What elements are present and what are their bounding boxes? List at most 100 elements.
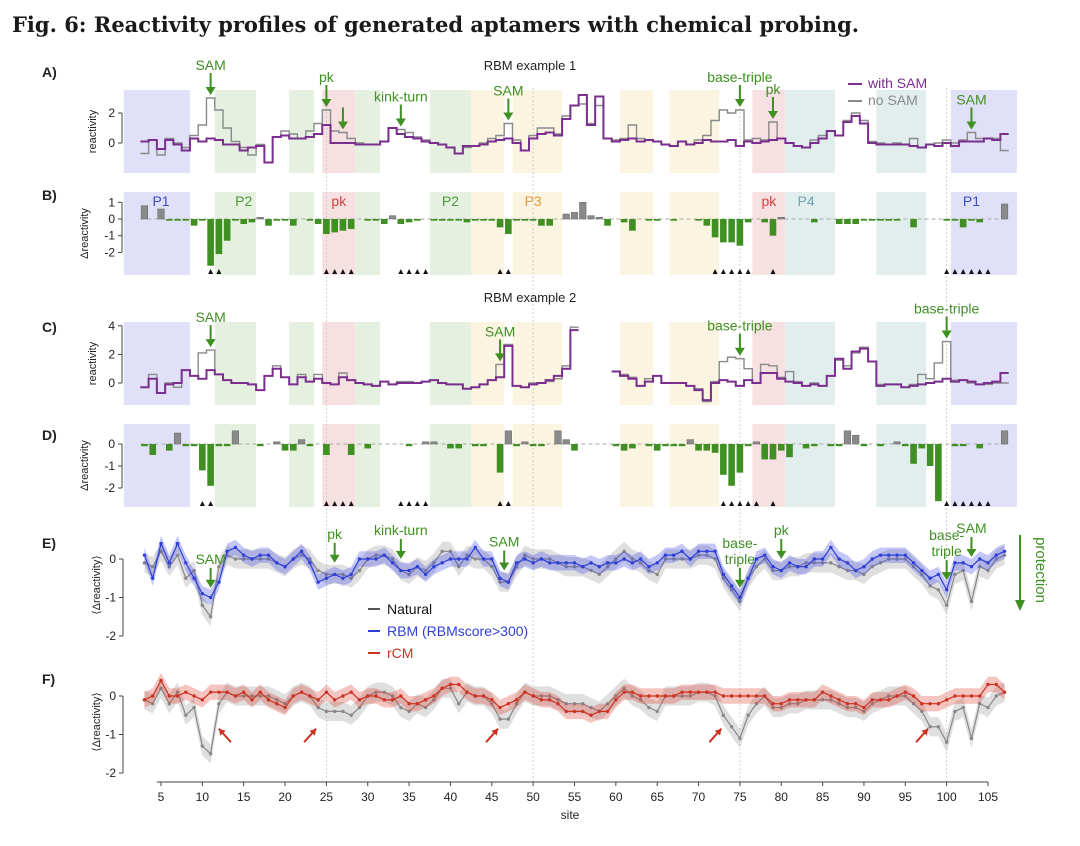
- panel-label: B): [42, 187, 57, 203]
- region-p3: [512, 424, 563, 507]
- data-point: [638, 694, 643, 698]
- data-point: [151, 702, 155, 706]
- data-point: [349, 690, 353, 694]
- data-point: [820, 561, 825, 565]
- data-point: [457, 682, 461, 687]
- data-point: [514, 702, 519, 706]
- region-p2: [429, 192, 472, 275]
- data-point: [845, 568, 850, 573]
- data-point: [481, 694, 486, 698]
- y-axis-label: Δreactivity: [79, 440, 91, 491]
- data-point: [316, 705, 320, 710]
- bar-protected: [240, 219, 248, 225]
- data-point: [845, 705, 850, 710]
- bar-protected: [811, 219, 818, 223]
- bar-protected: [926, 444, 934, 466]
- data-point: [498, 717, 502, 721]
- y-tick-label: 0: [109, 689, 116, 703]
- bar-protected: [695, 219, 702, 221]
- region-label: P1: [963, 193, 980, 209]
- region-label: pk: [331, 193, 347, 209]
- data-point: [920, 702, 924, 706]
- data-point: [523, 690, 527, 694]
- region-p2: [289, 424, 314, 507]
- bar-protected: [199, 444, 206, 471]
- triangle-marker-icon: [208, 269, 214, 274]
- bar-protected: [199, 219, 206, 221]
- data-point: [283, 705, 287, 710]
- data-point: [299, 553, 304, 557]
- arrow-head-icon: [205, 87, 216, 95]
- data-point: [266, 698, 271, 702]
- arrow-down-icon: [1015, 600, 1025, 611]
- data-point: [349, 713, 353, 717]
- data-point: [531, 561, 535, 565]
- triangle-marker-icon: [944, 269, 950, 274]
- data-point: [547, 694, 552, 698]
- arrow-head-icon: [337, 121, 348, 130]
- annotation-label: kink-turn: [374, 522, 428, 538]
- bar-protected: [265, 219, 272, 226]
- data-point: [721, 572, 726, 577]
- data-point: [564, 702, 568, 706]
- triangle-marker-icon: [770, 501, 776, 506]
- arrow-head-icon: [734, 347, 745, 356]
- bar-increased: [893, 441, 901, 445]
- y-tick-label: 0: [108, 212, 115, 226]
- region-p2: [355, 90, 381, 173]
- data-point: [688, 690, 692, 694]
- data-point: [878, 561, 883, 565]
- data-point: [853, 568, 858, 573]
- triangle-marker-icon: [340, 269, 346, 274]
- bar-protected: [786, 444, 793, 458]
- arrow-head-icon: [205, 339, 216, 348]
- bar-protected: [430, 219, 438, 221]
- triangle-marker-icon: [737, 501, 743, 506]
- bar-protected: [959, 444, 967, 447]
- data-point: [721, 713, 726, 717]
- x-tick-label: 70: [692, 790, 706, 804]
- data-point: [175, 690, 180, 694]
- bar-protected: [281, 444, 289, 451]
- data-point: [605, 561, 610, 565]
- data-point: [539, 694, 544, 698]
- y-tick-label: -2: [104, 481, 115, 495]
- data-point: [399, 568, 403, 573]
- bar-protected: [877, 444, 884, 447]
- data-point: [151, 565, 155, 569]
- data-point: [324, 690, 329, 694]
- data-point: [572, 561, 577, 565]
- data-point: [614, 694, 618, 698]
- bar-protected: [629, 444, 636, 449]
- bar-protected: [215, 444, 223, 447]
- data-point: [754, 702, 759, 706]
- annotation-label: SAM: [485, 323, 515, 339]
- y-tick-label: -2: [104, 245, 115, 259]
- data-point: [787, 565, 792, 569]
- data-point: [390, 557, 395, 561]
- data-point: [415, 565, 420, 569]
- annotation-label: pk: [774, 522, 790, 538]
- bar-protected: [364, 444, 372, 449]
- y-axis-label: reactivity: [87, 341, 99, 385]
- bar-protected: [695, 444, 702, 451]
- data-point: [184, 713, 188, 717]
- bar-protected: [281, 219, 289, 221]
- data-point: [837, 698, 841, 702]
- triangle-marker-icon: [712, 269, 718, 274]
- y-tick-label: 0: [109, 552, 116, 566]
- data-point: [804, 698, 808, 702]
- data-point: [944, 603, 949, 607]
- confidence-band: [144, 678, 1005, 764]
- data-point: [622, 686, 626, 690]
- annotation-label: base-triple: [707, 318, 773, 334]
- triangle-marker-icon: [406, 269, 412, 274]
- bar-protected: [612, 444, 620, 447]
- data-point: [407, 709, 411, 714]
- data-point: [473, 545, 477, 550]
- data-point: [341, 709, 345, 714]
- data-point: [167, 702, 171, 706]
- data-point: [655, 572, 659, 577]
- data-point: [258, 690, 262, 694]
- data-point: [928, 576, 932, 580]
